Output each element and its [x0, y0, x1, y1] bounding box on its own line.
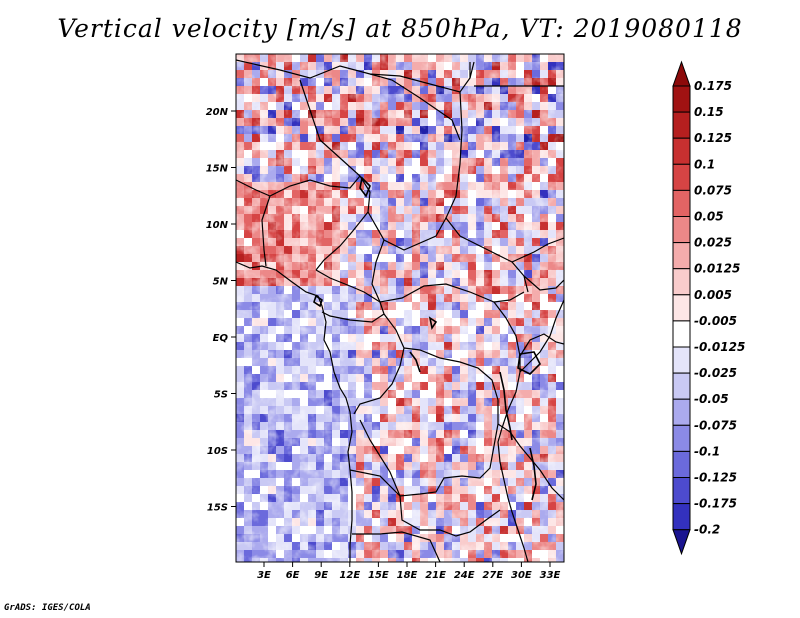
colorbar-label: 0.005: [694, 288, 732, 302]
colorbar-segment: [672, 294, 691, 322]
lat-tick-label: 20N: [206, 107, 229, 118]
colorbar-label: -0.0125: [694, 340, 745, 354]
colorbar-segment: [672, 189, 691, 217]
grads-credit: GrADS: IGES/COLA: [4, 603, 91, 613]
coastline-west-africa: [236, 261, 353, 562]
lat-tick-label: 15N: [206, 164, 229, 175]
lake-albert: [409, 351, 421, 373]
border-angola-zambia: [349, 469, 501, 537]
lon-tick-label: 33E: [540, 570, 561, 581]
lon-tick-label: 6E: [286, 570, 300, 581]
colorbar-label: -0.005: [694, 314, 737, 328]
colorbar-segment: [672, 320, 691, 348]
lon-tick-label: 12E: [339, 570, 360, 581]
lon-tick-label: 15E: [368, 570, 389, 581]
colorbar-segment: [672, 216, 691, 244]
country-borders: [236, 59, 564, 562]
colorbar-label: 0.0125: [694, 262, 740, 276]
lon-tick-label: 9E: [314, 570, 328, 581]
colorbar-label: -0.05: [694, 392, 729, 406]
border-chad-niger: [299, 79, 371, 271]
colorbar-segment: [672, 450, 691, 478]
colorbar-segment: [672, 398, 691, 426]
lake-malawi: [529, 447, 537, 501]
colorbar-bottom-arrow: [672, 529, 691, 556]
lon-tick-label: 18E: [397, 570, 418, 581]
colorbar-segment: [672, 372, 691, 400]
colorbar-segment: [672, 111, 691, 139]
coastline-east-africa: [497, 299, 564, 562]
lake-chad: [359, 176, 371, 198]
lat-tick-label: 10S: [207, 446, 228, 457]
border-nigeria: [236, 175, 361, 267]
colorbar-segment: [672, 503, 691, 531]
border-egypt: [469, 62, 564, 87]
colorbar-segment: [672, 137, 691, 165]
colorbar-label: 0.025: [694, 236, 732, 250]
colorbar-top-arrow: [672, 60, 691, 87]
colorbar-label: -0.2: [694, 523, 720, 537]
border-sahara-north: [236, 59, 475, 93]
lon-tick-label: 3E: [257, 570, 271, 581]
colorbar-label: 0.125: [694, 131, 732, 145]
lon-tick-label: 21E: [425, 570, 446, 581]
lat-tick-label: 15S: [207, 503, 228, 514]
border-cameroon: [315, 269, 385, 323]
lon-tick-label: 24E: [454, 570, 475, 581]
lake-victoria: [517, 351, 541, 375]
lake-volta: [313, 294, 323, 308]
lake-tanganyika: [499, 371, 513, 441]
colorbar-segment: [672, 268, 691, 296]
map-panel: [235, 53, 565, 563]
border-chad-libya: [369, 73, 461, 141]
colorbar-segment: [672, 242, 691, 270]
chart-title: Vertical velocity [m/s] at 850hPa, VT: 2…: [57, 14, 743, 43]
border-car: [367, 211, 525, 303]
colorbar-label: 0.075: [694, 183, 732, 197]
border-ethiopia: [511, 237, 564, 291]
border-south: [352, 531, 441, 562]
lat-tick-label: 5N: [213, 277, 229, 288]
border-tanzania-kenya: [519, 333, 564, 357]
colorbar-segment: [672, 85, 691, 113]
colorbar-label: -0.075: [694, 418, 737, 432]
lat-tick-label: 5S: [214, 390, 228, 401]
vertical-velocity-field: [236, 54, 564, 562]
colorbar-label: 0.15: [694, 105, 724, 119]
colorbar-label: -0.1: [694, 444, 720, 458]
lat-tick-label: EQ: [213, 333, 229, 344]
colorbar: 0.175 0.15 0.125 0.1 0.075 0.05 0.025 0.0125 0.0…: [672, 60, 745, 556]
border-east-lakes: [493, 301, 521, 372]
lakes: [313, 176, 541, 501]
colorbar-segment: [672, 424, 691, 452]
lake-kivu: [428, 316, 438, 331]
border-sudan: [445, 91, 529, 293]
lat-tick-label: 10N: [206, 220, 229, 231]
colorbar-label: 0.175: [694, 79, 732, 93]
map-frame: [235, 53, 565, 563]
lon-tick-label: 27E: [482, 570, 503, 581]
colorbar-label: 0.05: [694, 210, 724, 224]
border-drc: [353, 313, 499, 497]
colorbar-label: -0.025: [694, 366, 737, 380]
colorbar-label: -0.175: [694, 497, 737, 511]
colorbar-label: -0.125: [694, 471, 737, 485]
colorbar-segment: [672, 163, 691, 191]
colorbar-segment: [672, 477, 691, 505]
map-axes: 3E 6E 9E 12E 15E 18E 21E 24E 27E 30E 33E 20N 15N 10N 5…: [206, 107, 561, 581]
colorbar-label: 0.1: [694, 157, 715, 171]
field-texture: [236, 54, 564, 562]
colorbar-segment: [672, 346, 691, 374]
lon-tick-label: 30E: [511, 570, 532, 581]
